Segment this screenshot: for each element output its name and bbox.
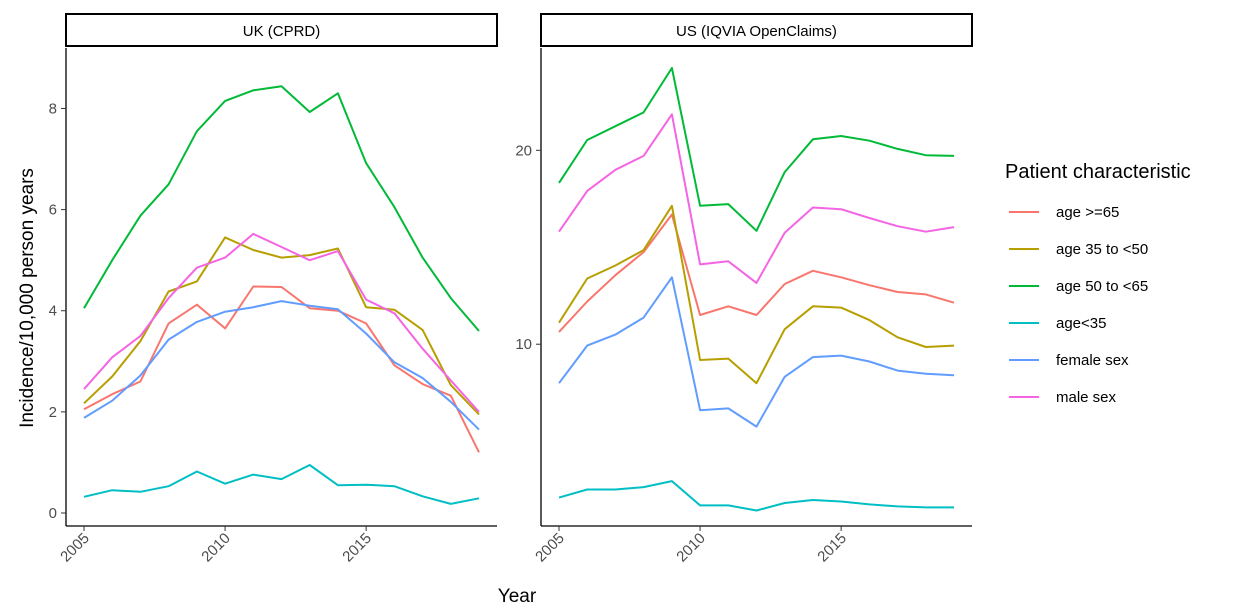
panel-2: US (IQVIA OpenClaims) 10 20 2005 2010 2015 bbox=[515, 13, 973, 566]
series-line-age-35-to-50 bbox=[558, 204, 955, 385]
series-line-male-sex bbox=[83, 232, 480, 413]
series-line-age-50-to-65 bbox=[83, 85, 480, 332]
x-tick-label: 2005 bbox=[57, 530, 93, 566]
x-tick-label: 2010 bbox=[673, 530, 709, 566]
y-tick-label: 10 bbox=[515, 336, 532, 353]
x-tick-label: 2005 bbox=[532, 530, 568, 566]
panel-1: UK (CPRD) 0 2 4 6 8 2005 2010 2015 bbox=[49, 13, 498, 566]
series-line-age-65 bbox=[83, 285, 480, 453]
panel-strip bbox=[540, 13, 973, 47]
x-axis-label: Year bbox=[498, 586, 537, 607]
panel-title: UK (CPRD) bbox=[243, 23, 321, 40]
y-tick-label: 8 bbox=[49, 100, 57, 117]
legend-label-female-sex: female sex bbox=[1056, 352, 1129, 369]
x-tick-label: 2015 bbox=[814, 530, 850, 566]
series-line-age-35 bbox=[83, 464, 480, 505]
y-tick-label: 6 bbox=[49, 202, 57, 219]
y-tick-label: 2 bbox=[49, 404, 57, 421]
legend-label-male-sex: male sex bbox=[1056, 389, 1117, 406]
series-line-female-sex bbox=[83, 300, 480, 431]
panel-title: US (IQVIA OpenClaims) bbox=[676, 23, 837, 40]
y-axis-label: Incidence/10,000 person years bbox=[17, 168, 38, 428]
x-tick-label: 2015 bbox=[339, 530, 375, 566]
y-tick-label: 4 bbox=[49, 303, 57, 320]
y-tick-label: 20 bbox=[515, 142, 532, 159]
series-line-age-35 bbox=[558, 480, 954, 512]
legend-label-age-50-to-65: age 50 to <65 bbox=[1056, 278, 1148, 295]
series-line-age-50-to-65 bbox=[558, 67, 955, 232]
legend-title: Patient characteristic bbox=[1005, 161, 1191, 183]
legend-label-age-35: age<35 bbox=[1056, 315, 1106, 332]
series-line-male-sex bbox=[558, 113, 955, 284]
x-tick-label: 2010 bbox=[198, 530, 234, 566]
y-tick-label: 0 bbox=[49, 505, 57, 522]
legend-label-age-65: age >=65 bbox=[1056, 204, 1119, 221]
legend: Patient characteristic age >=65 age 35 to… bbox=[1005, 161, 1191, 406]
legend-label-age-35-to-50: age 35 to <50 bbox=[1056, 241, 1148, 258]
panel-strip bbox=[65, 13, 498, 47]
series-line-age-35-to-50 bbox=[83, 236, 480, 416]
series-line-female-sex bbox=[558, 276, 955, 428]
series-line-age-65 bbox=[558, 213, 955, 333]
